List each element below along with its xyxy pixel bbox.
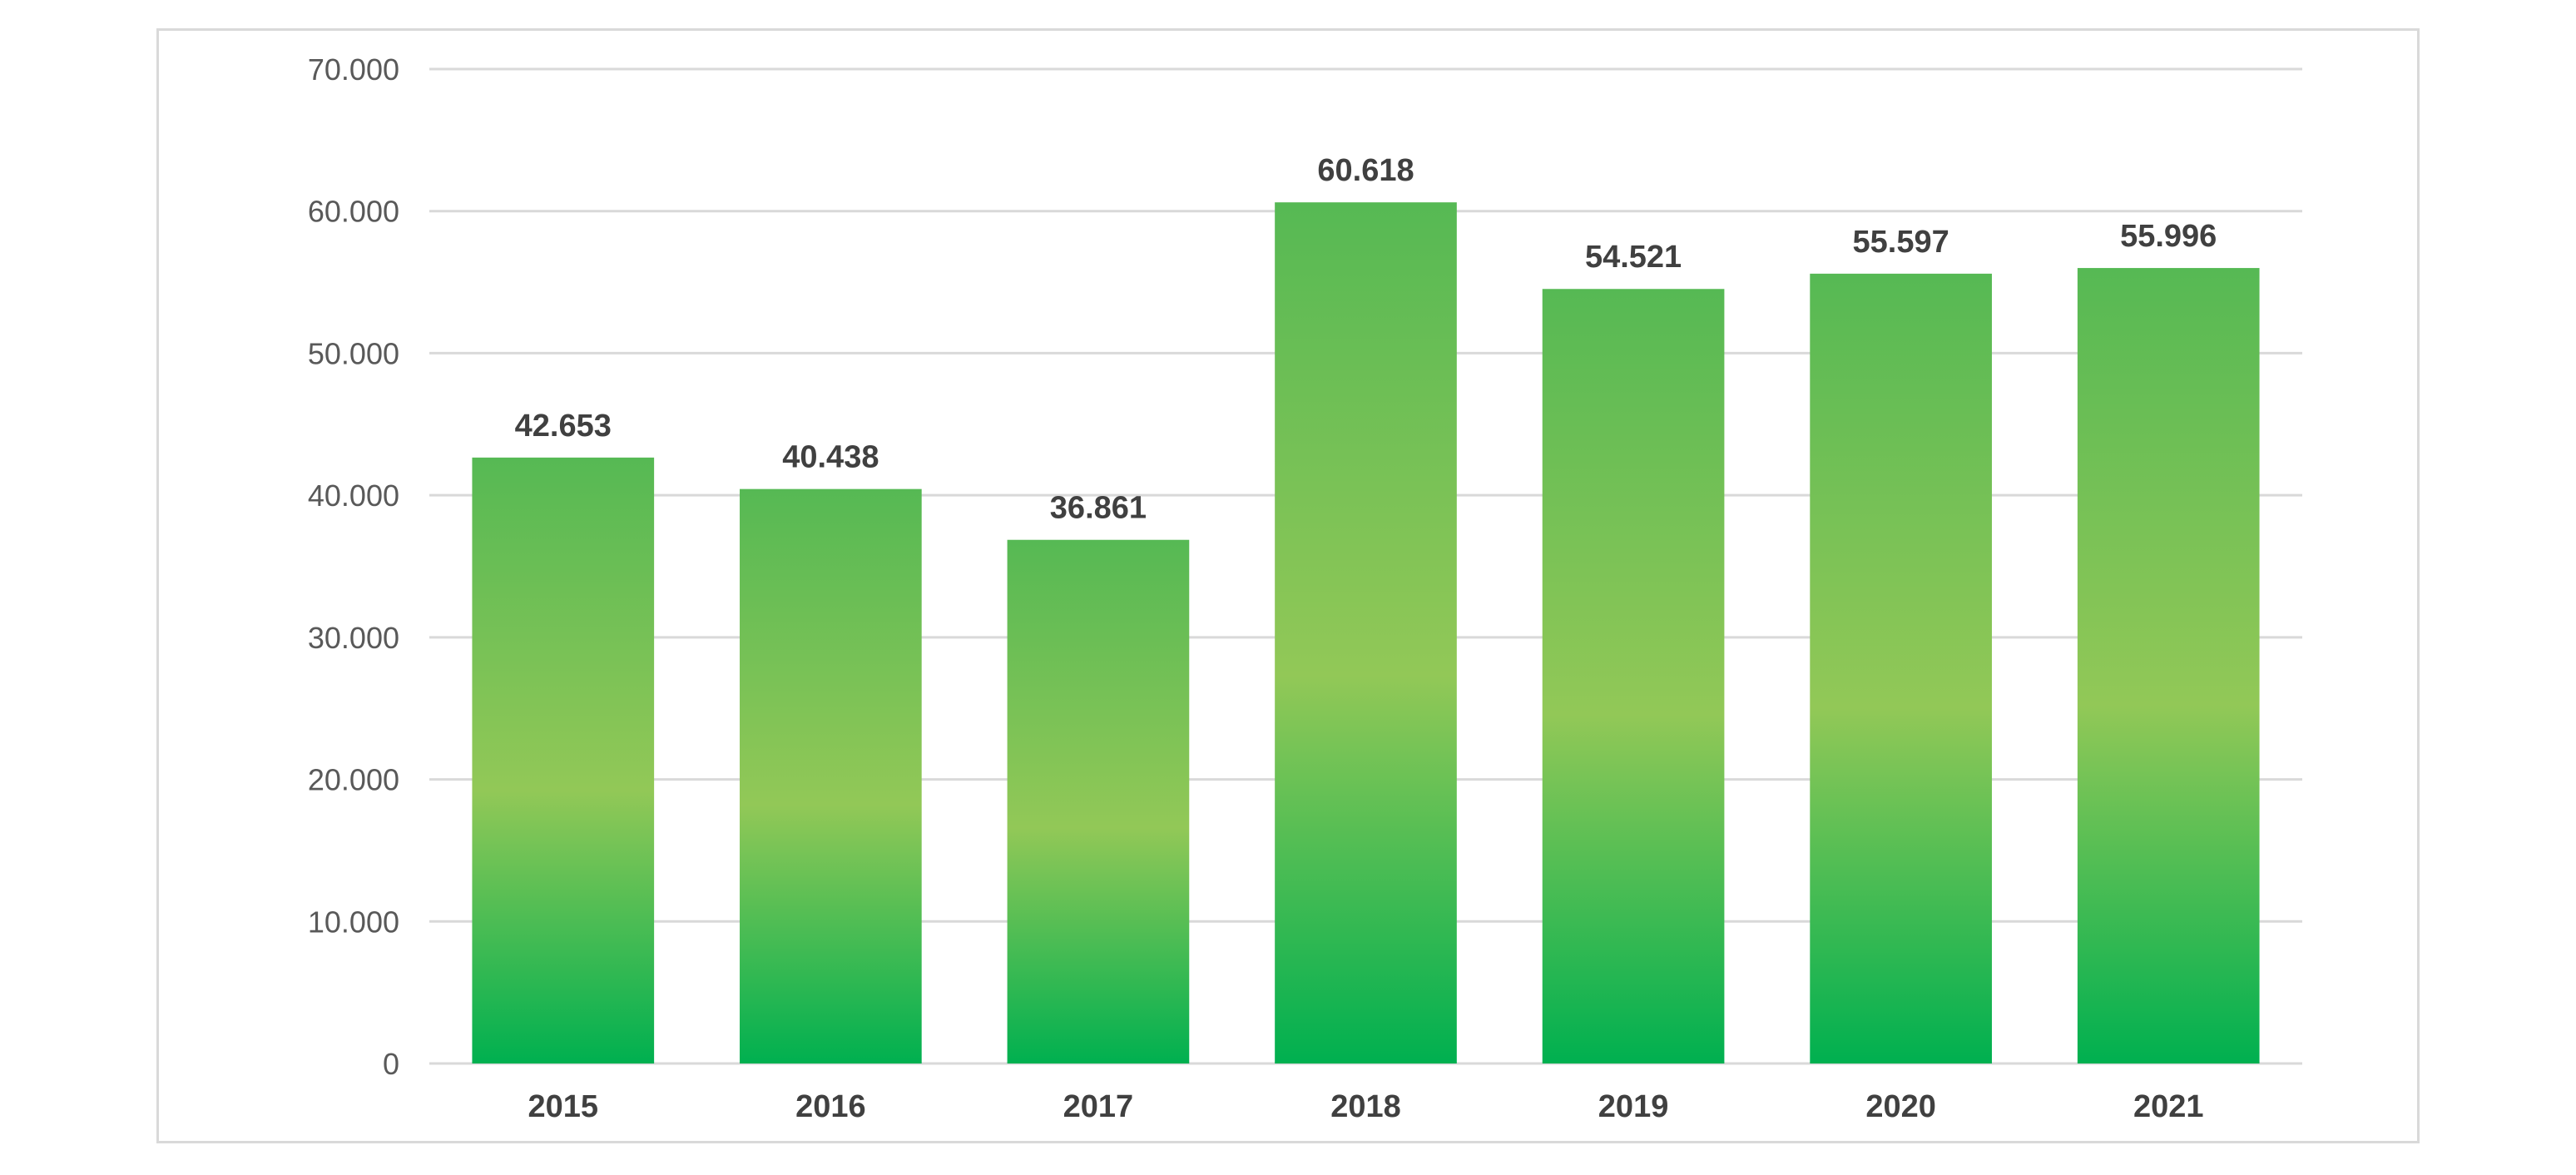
- bar-2018: [1275, 202, 1457, 1063]
- x-category-label-2019: 2019: [1598, 1089, 1669, 1124]
- x-category-label-2021: 2021: [2133, 1089, 2204, 1124]
- bar-2021: [2077, 268, 2260, 1063]
- data-label-2021: 55.996: [2120, 219, 2217, 254]
- x-category-label-2015: 2015: [528, 1089, 599, 1124]
- x-axis-categories: 2015 2016 2017 2018 2019 2020 2021: [528, 1089, 2204, 1124]
- bars: [472, 202, 2260, 1064]
- data-labels: 42.653 40.438 36.861 60.618 54.521 55.597 55.9…: [515, 153, 2217, 526]
- x-category-label-2020: 2020: [1865, 1089, 1936, 1124]
- y-axis-ticks: 0 10.000 20.000 30.000 40.000 50.000 60.000 70.…: [308, 52, 399, 1081]
- y-tick-label: 10.000: [308, 905, 399, 939]
- data-label-2017: 36.861: [1050, 491, 1147, 526]
- chart-frame: 0 10.000 20.000 30.000 40.000 50.000 60.000 70.…: [156, 28, 2420, 1143]
- x-category-label-2018: 2018: [1330, 1089, 1401, 1124]
- data-label-2020: 55.597: [1853, 225, 1949, 260]
- y-tick-label: 70.000: [308, 52, 399, 87]
- bar-2017: [1007, 539, 1190, 1063]
- x-category-label-2016: 2016: [795, 1089, 866, 1124]
- data-label-2016: 40.438: [782, 440, 879, 475]
- bar-2015: [472, 457, 655, 1063]
- y-tick-label: 30.000: [308, 621, 399, 655]
- data-label-2015: 42.653: [515, 409, 612, 444]
- x-category-label-2017: 2017: [1063, 1089, 1134, 1124]
- y-tick-label: 20.000: [308, 763, 399, 797]
- bar-2019: [1542, 289, 1725, 1063]
- y-tick-label: 40.000: [308, 478, 399, 513]
- bar-chart: 0 10.000 20.000 30.000 40.000 50.000 60.000 70.…: [308, 52, 2302, 1124]
- bar-2020: [1810, 273, 1992, 1064]
- data-label-2019: 54.521: [1585, 240, 1682, 275]
- y-tick-label: 0: [383, 1047, 399, 1081]
- bar-2016: [740, 488, 922, 1063]
- data-label-2018: 60.618: [1317, 153, 1414, 188]
- y-tick-label: 60.000: [308, 195, 399, 229]
- y-tick-label: 50.000: [308, 336, 399, 370]
